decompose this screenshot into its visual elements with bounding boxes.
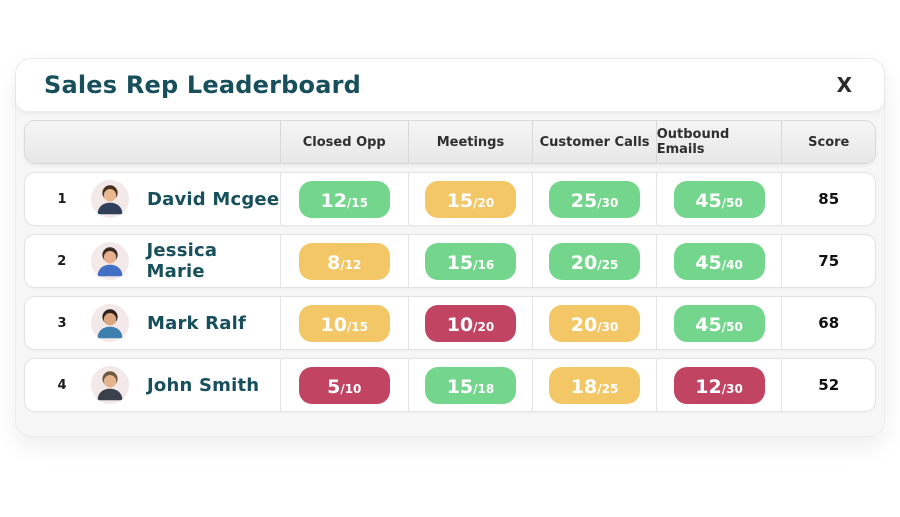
rep-cell: 2 Jessica Marie: [25, 235, 280, 287]
metric-max: /18: [473, 381, 495, 396]
metric-max: /50: [721, 319, 743, 334]
close-button[interactable]: X: [831, 71, 858, 99]
metric-value: 15: [446, 251, 474, 274]
table-row: 1 David Mcgee 12/15 15/20 25/30 45/50 85: [24, 172, 876, 226]
avatar: [90, 242, 129, 280]
metric-value: 10: [446, 313, 474, 336]
title-bar: Sales Rep Leaderboard X: [16, 59, 884, 111]
leaderboard-card: Sales Rep Leaderboard X Closed Opp Meeti…: [15, 58, 885, 437]
table-row: 4 John Smith 5/10 15/18 18/25 12/30 52: [24, 358, 876, 412]
metric-value: 8: [327, 251, 341, 274]
metric-pill: 12/30: [673, 366, 765, 404]
leaderboard-table: Closed Opp Meetings Customer Calls Outbo…: [16, 111, 884, 412]
header-cell-meetings: Meetings: [407, 121, 533, 163]
person-icon: [91, 304, 129, 342]
metric-value: 25: [570, 189, 598, 212]
score-value: 75: [818, 252, 840, 270]
rep-cell: 1 David Mcgee: [25, 173, 280, 225]
metric-pill: 45/40: [673, 242, 765, 280]
rank-label: 2: [57, 253, 67, 269]
metric-max: /30: [597, 319, 619, 334]
metric-pill: 25/30: [549, 180, 641, 218]
metric-max: /10: [340, 381, 362, 396]
score-value: 68: [818, 314, 840, 332]
score-value: 85: [818, 190, 840, 208]
person-icon: [91, 366, 129, 404]
metric-value: 45: [695, 189, 722, 212]
metric-value: 45: [695, 313, 722, 336]
metric-value: 20: [570, 251, 598, 274]
score-cell: 68: [781, 297, 875, 349]
metric-max: /20: [473, 195, 495, 210]
table-row: 2 Jessica Marie 8/12 15/16 20/25 45/40 7…: [24, 234, 876, 288]
metric-pill: 45/50: [673, 180, 765, 218]
person-icon: [90, 242, 129, 280]
metric-pill: 8/12: [298, 242, 390, 280]
metric-pill: 5/10: [298, 366, 390, 404]
score-cell: 85: [781, 173, 875, 225]
metric-pill: 15/16: [424, 242, 516, 280]
metric-value: 12: [320, 189, 347, 212]
metric-value: 20: [570, 313, 598, 336]
metric-max: /25: [597, 257, 619, 272]
header-cell-rep: [25, 121, 280, 163]
rep-name: Jessica Marie: [146, 240, 218, 282]
metric-max: /30: [597, 195, 619, 210]
metric-value: 18: [570, 375, 598, 398]
rank-label: 3: [57, 315, 67, 331]
metric-max: /12: [340, 257, 362, 272]
rep-name: Mark Ralf: [147, 312, 246, 334]
metric-max: /25: [597, 381, 619, 396]
metric-pill: 15/18: [424, 366, 516, 404]
page-title: Sales Rep Leaderboard: [44, 71, 362, 99]
header-cell-score: Score: [781, 121, 875, 163]
person-icon: [91, 180, 129, 218]
metric-max: /20: [473, 319, 495, 334]
avatar: [91, 304, 129, 342]
metric-value: 45: [695, 251, 722, 274]
header-cell-closed-opp: Closed Opp: [280, 121, 408, 163]
metric-pill: 20/25: [549, 242, 641, 280]
rep-name: David Mcgee: [147, 188, 280, 210]
score-cell: 52: [781, 359, 875, 411]
avatar: [91, 366, 129, 404]
metric-max: /30: [721, 381, 743, 396]
metric-max: /15: [346, 195, 369, 210]
metric-value: 12: [695, 375, 722, 398]
rep-cell: 4 John Smith: [25, 359, 280, 411]
header-cell-outbound-emails: Outbound Emails: [655, 121, 782, 163]
metric-pill: 18/25: [549, 366, 641, 404]
avatar: [91, 180, 129, 218]
table-row: 3 Mark Ralf 10/15 10/20 20/30 45/50 68: [24, 296, 876, 350]
metric-max: /15: [346, 319, 369, 334]
metric-value: 15: [446, 375, 474, 398]
metric-value: 15: [446, 189, 474, 212]
metric-value: 10: [320, 313, 347, 336]
metric-value: 5: [327, 375, 341, 398]
metric-pill: 12/15: [298, 180, 390, 218]
metric-max: /40: [721, 257, 743, 272]
metric-pill: 45/50: [673, 304, 765, 342]
score-cell: 75: [781, 235, 875, 287]
rank-label: 4: [57, 377, 67, 393]
metric-max: /16: [473, 257, 495, 272]
metric-max: /50: [721, 195, 743, 210]
rank-label: 1: [57, 191, 67, 207]
metric-pill: 15/20: [424, 180, 516, 218]
score-value: 52: [818, 376, 840, 394]
table-header-row: Closed Opp Meetings Customer Calls Outbo…: [24, 120, 876, 164]
metric-pill: 10/20: [424, 304, 516, 342]
metric-pill: 20/30: [549, 304, 641, 342]
rep-name: John Smith: [147, 374, 260, 396]
metric-pill: 10/15: [298, 304, 390, 342]
rep-cell: 3 Mark Ralf: [25, 297, 280, 349]
header-cell-customer-calls: Customer Calls: [532, 121, 655, 163]
